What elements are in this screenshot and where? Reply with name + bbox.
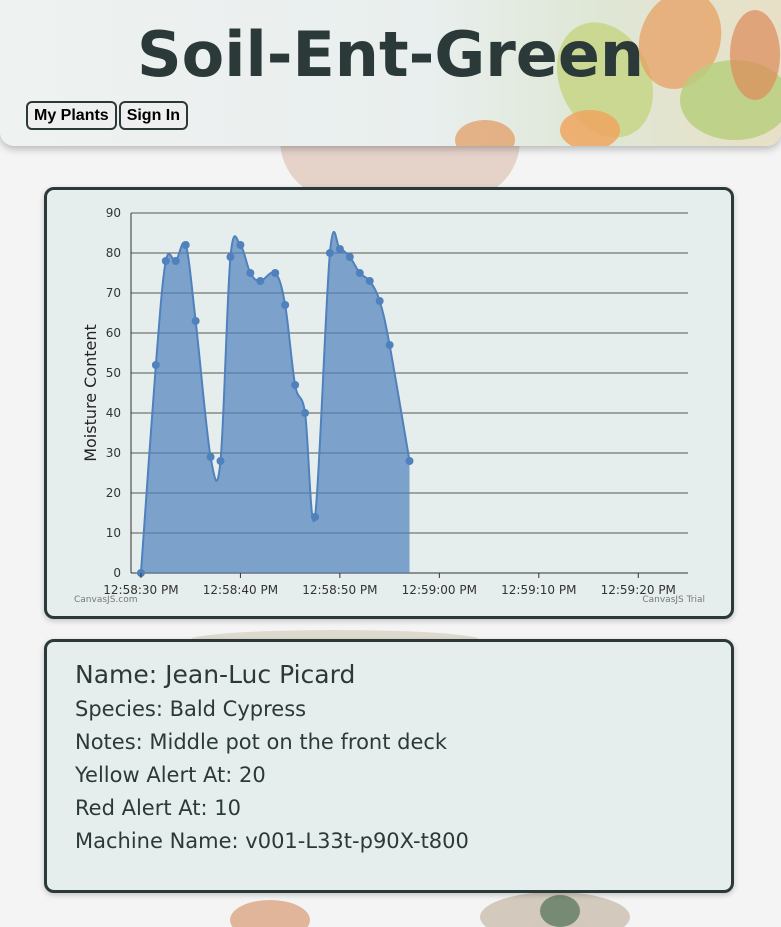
machine-name: Machine Name: v001-L33t-p90X-t800 <box>75 829 469 853</box>
data-point[interactable] <box>216 457 225 465</box>
data-point[interactable] <box>291 381 300 389</box>
plant-info-card: Name: Jean-Luc Picard Species: Bald Cypr… <box>44 639 734 893</box>
data-point[interactable] <box>236 241 245 249</box>
data-point[interactable] <box>226 253 235 261</box>
data-point[interactable] <box>271 269 280 277</box>
x-tick-label: 12:58:30 PM <box>103 583 178 597</box>
chart-credit-right: CanvasJS Trial <box>642 595 705 605</box>
data-point[interactable] <box>355 269 364 277</box>
y-axis-title: Moisture Content <box>81 324 100 462</box>
data-point[interactable] <box>365 277 374 285</box>
data-point[interactable] <box>171 257 180 265</box>
data-point[interactable] <box>311 513 320 521</box>
data-point[interactable] <box>385 341 394 349</box>
data-point[interactable] <box>151 361 160 369</box>
background-plant-decoration <box>230 900 310 927</box>
succulent-leaf-decoration <box>560 110 620 146</box>
chart-credit-left: CanvasJS.com <box>74 595 137 605</box>
y-tick-label: 0 <box>113 566 121 580</box>
site-header: Soil-Ent-Green My Plants Sign In <box>0 0 781 146</box>
sign-in-button[interactable]: Sign In <box>118 101 189 130</box>
data-point[interactable] <box>345 253 354 261</box>
x-tick-label: 12:59:10 PM <box>501 583 576 597</box>
y-tick-label: 30 <box>106 446 121 460</box>
yellow-alert-threshold: Yellow Alert At: 20 <box>75 763 266 787</box>
y-tick-label: 40 <box>106 406 121 420</box>
x-tick-label: 12:59:00 PM <box>402 583 477 597</box>
data-point[interactable] <box>191 317 200 325</box>
x-tick-label: 12:58:40 PM <box>203 583 278 597</box>
succulent-leaf-decoration <box>730 10 780 100</box>
site-title: Soil-Ent-Green <box>136 18 645 91</box>
data-point[interactable] <box>325 249 334 257</box>
plant-name: Name: Jean-Luc Picard <box>75 660 356 689</box>
data-point[interactable] <box>301 409 310 417</box>
plant-notes: Notes: Middle pot on the front deck <box>75 730 448 754</box>
my-plants-button[interactable]: My Plants <box>26 101 117 130</box>
data-point[interactable] <box>375 297 384 305</box>
main-nav: My Plants Sign In <box>26 101 189 130</box>
data-point[interactable] <box>256 277 265 285</box>
y-tick-label: 90 <box>106 206 121 220</box>
data-point[interactable] <box>206 453 215 461</box>
moisture-chart: 0 10 20 30 40 50 60 70 80 90 12:58:30 PM 12:58:40 … <box>74 206 705 605</box>
data-point[interactable] <box>281 301 290 309</box>
data-point[interactable] <box>335 245 344 253</box>
y-tick-label: 70 <box>106 286 121 300</box>
data-point[interactable] <box>246 269 255 277</box>
y-tick-label: 60 <box>106 326 121 340</box>
y-tick-label: 50 <box>106 366 121 380</box>
moisture-area-fill <box>140 231 410 573</box>
x-tick-label: 12:58:50 PM <box>302 583 377 597</box>
data-point[interactable] <box>161 257 170 265</box>
y-tick-label: 80 <box>106 246 121 260</box>
succulent-leaf-decoration <box>455 120 515 146</box>
y-tick-label: 20 <box>106 486 121 500</box>
y-tick-label: 10 <box>106 526 121 540</box>
red-alert-threshold: Red Alert At: 10 <box>75 796 241 820</box>
moisture-chart-card: 0 10 20 30 40 50 60 70 80 90 12:58:30 PM 12:58:40 … <box>44 187 734 619</box>
data-point[interactable] <box>181 241 190 249</box>
plant-species: Species: Bald Cypress <box>75 697 307 721</box>
data-point[interactable] <box>405 457 414 465</box>
x-tick-label: 12:59:20 PM <box>601 583 676 597</box>
background-plant-decoration <box>540 895 580 927</box>
